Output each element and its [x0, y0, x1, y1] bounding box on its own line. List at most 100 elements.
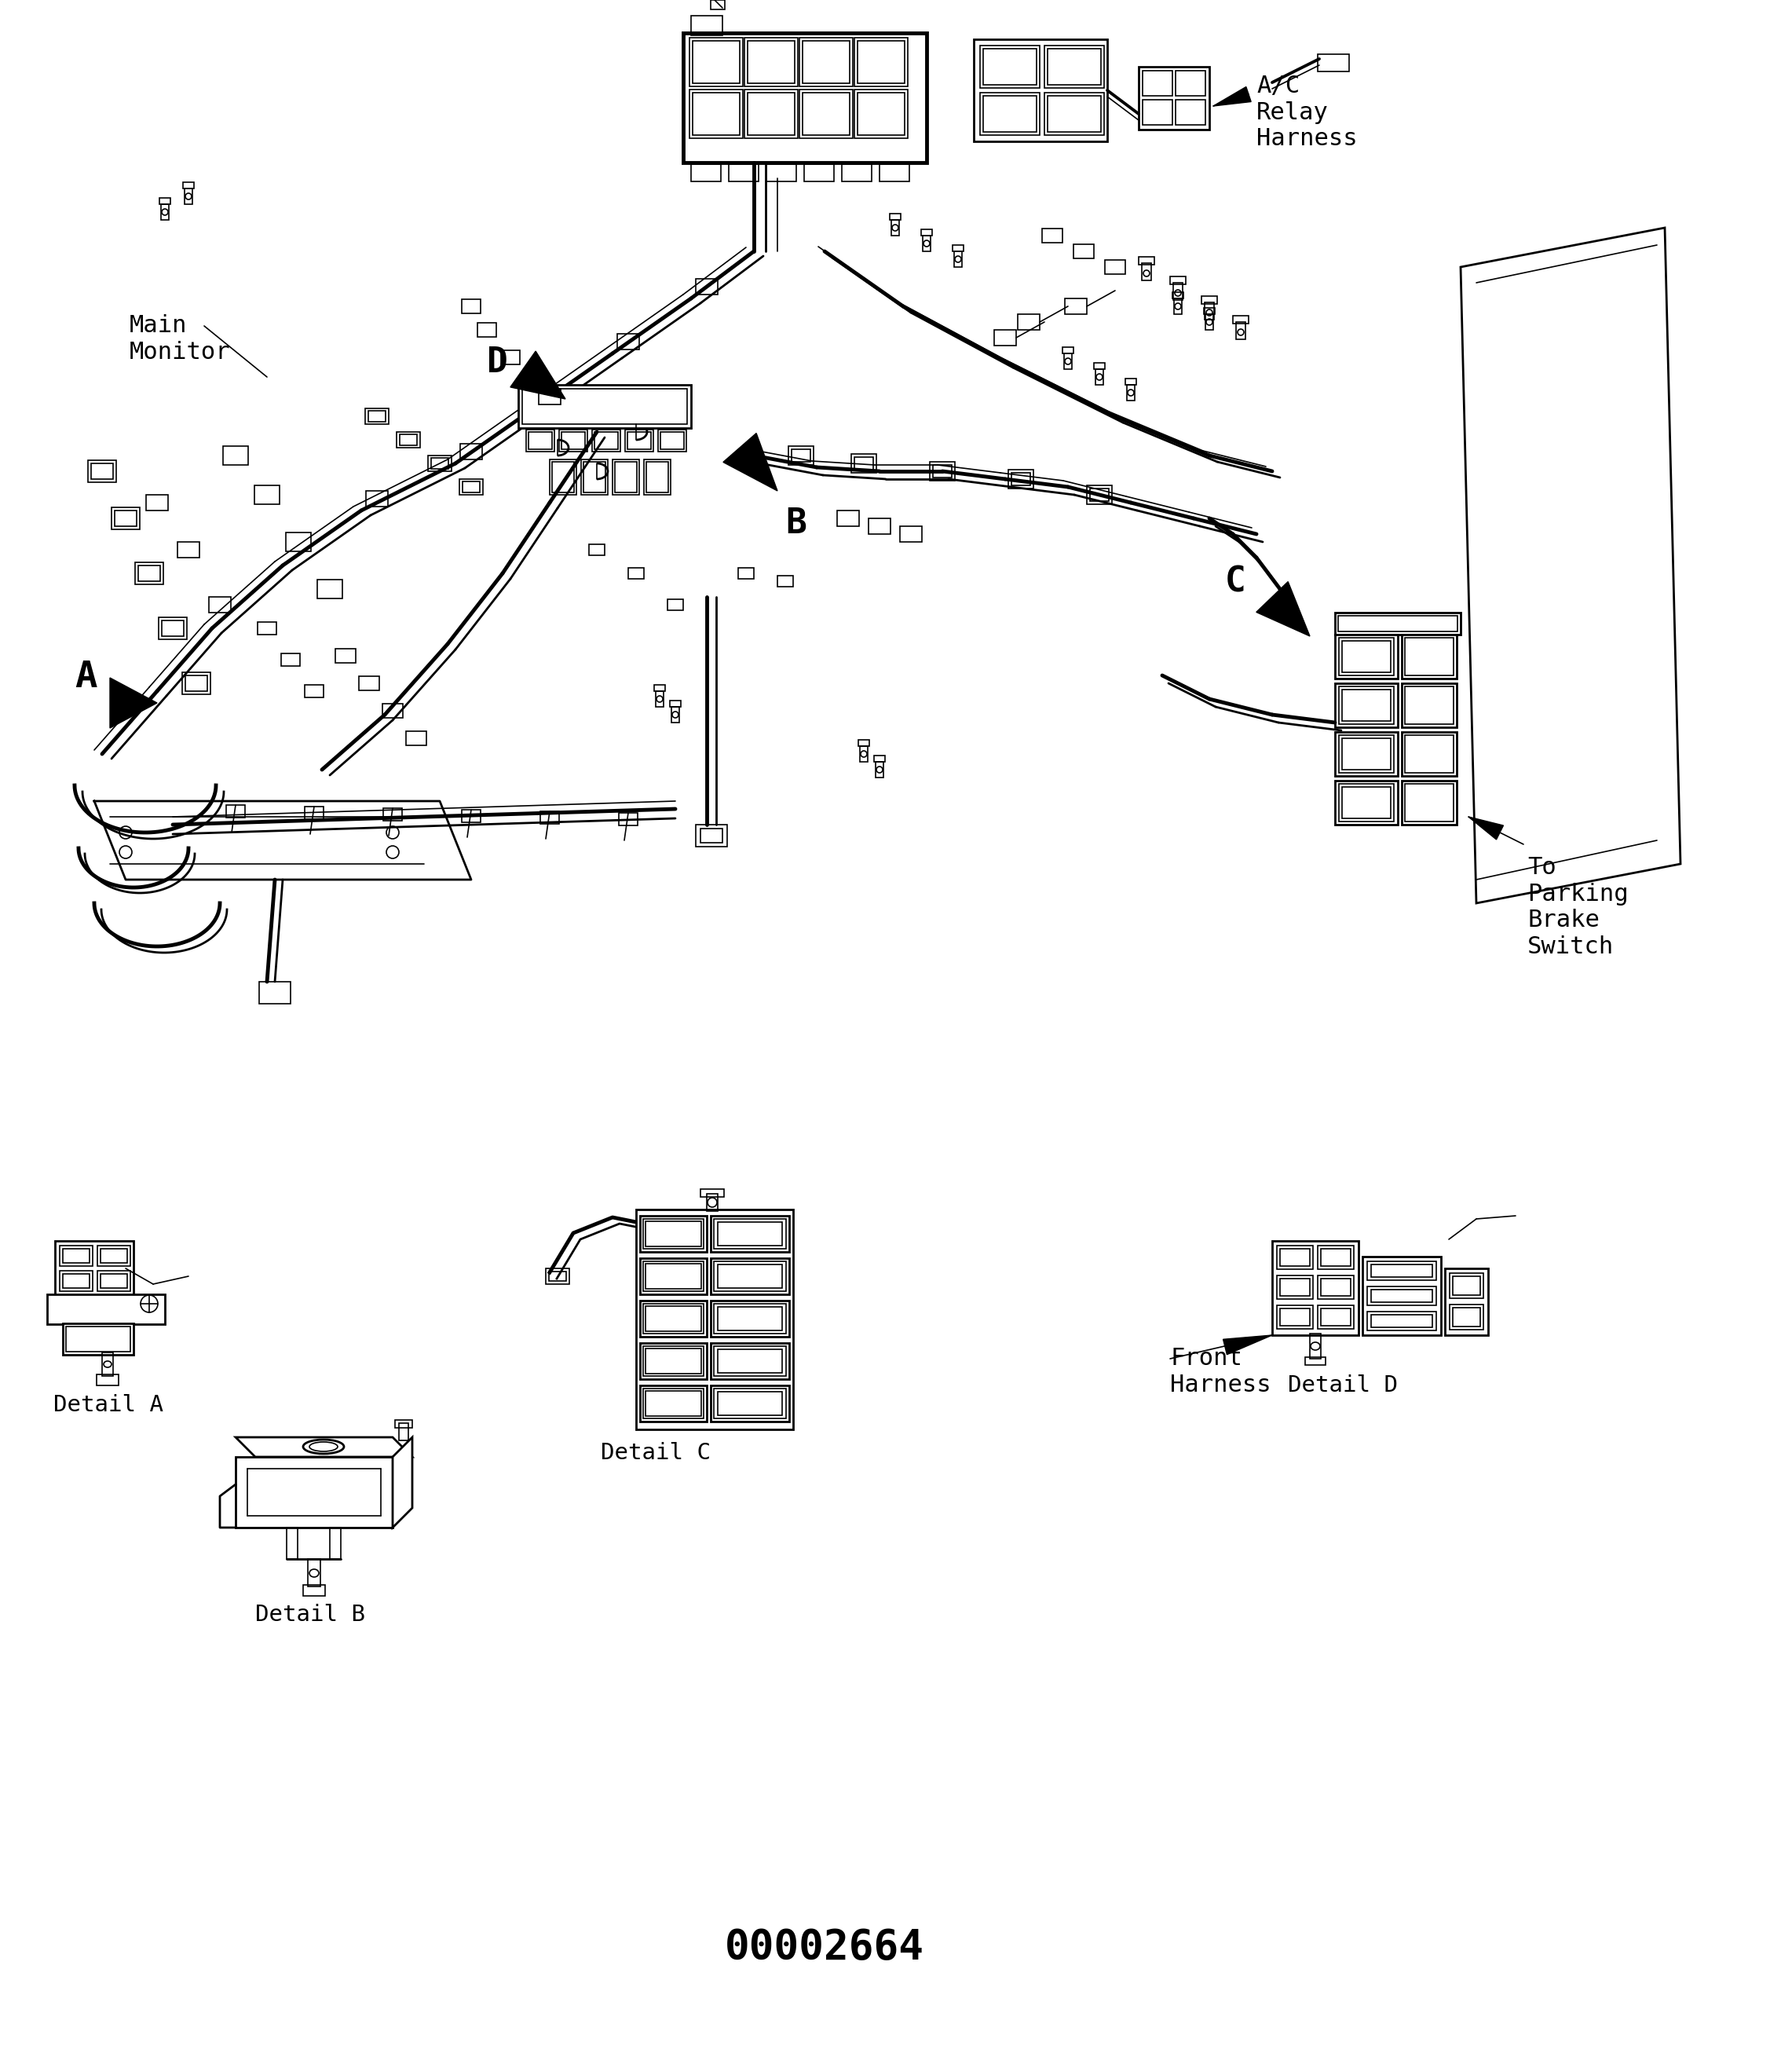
Bar	[900, 526, 921, 542]
Bar	[1401, 780, 1457, 825]
Bar	[305, 807, 324, 819]
Bar	[1090, 489, 1109, 501]
Bar	[183, 183, 194, 189]
Bar	[552, 462, 573, 493]
Bar	[1073, 244, 1093, 259]
Text: 00002664: 00002664	[724, 1928, 925, 1969]
Bar	[1045, 45, 1104, 88]
Bar	[91, 464, 113, 478]
Bar	[56, 1240, 133, 1295]
Text: Detail C: Detail C	[600, 1441, 711, 1464]
Bar	[719, 1222, 781, 1246]
Bar	[281, 653, 299, 665]
Bar	[1450, 1304, 1484, 1330]
Bar	[640, 1302, 706, 1337]
Bar	[63, 1248, 90, 1263]
Bar	[767, 164, 796, 181]
Text: Main
Monitor: Main Monitor	[129, 314, 231, 363]
Bar	[1278, 1246, 1314, 1269]
Bar	[1043, 228, 1063, 242]
Bar	[330, 1527, 340, 1558]
Bar	[428, 456, 452, 472]
Bar	[1405, 735, 1453, 772]
Bar	[185, 189, 192, 203]
Bar	[102, 1353, 113, 1376]
Bar	[400, 435, 418, 446]
Text: A/C
Relay
Harness: A/C Relay Harness	[1256, 74, 1358, 150]
Bar	[1321, 1308, 1351, 1326]
Bar	[1317, 1246, 1353, 1269]
Polygon shape	[235, 1458, 392, 1527]
Bar	[258, 622, 276, 634]
Bar	[921, 230, 932, 236]
Bar	[1342, 641, 1391, 671]
Bar	[695, 825, 728, 846]
Bar	[876, 762, 883, 778]
Bar	[161, 620, 185, 636]
Bar	[980, 45, 1039, 88]
Bar	[1174, 298, 1183, 314]
Bar	[889, 214, 901, 220]
Bar	[792, 450, 810, 462]
Bar	[1367, 1312, 1435, 1330]
Bar	[97, 1271, 131, 1291]
Bar	[1450, 1273, 1484, 1297]
Bar	[1317, 1306, 1353, 1328]
Bar	[645, 1306, 701, 1330]
Bar	[1172, 292, 1183, 298]
Bar	[1405, 686, 1453, 725]
Bar	[953, 250, 962, 267]
Bar	[1335, 612, 1460, 634]
Bar	[1142, 263, 1150, 281]
Bar	[713, 1347, 787, 1376]
Bar	[591, 429, 620, 452]
Bar	[1170, 277, 1186, 283]
Bar	[1339, 784, 1394, 821]
Bar	[719, 1265, 781, 1287]
Bar	[627, 431, 650, 450]
Bar	[1138, 257, 1154, 265]
Bar	[788, 446, 814, 464]
Bar	[711, 1343, 788, 1380]
Bar	[59, 1246, 93, 1267]
Bar	[1143, 70, 1172, 96]
Bar	[394, 1421, 412, 1427]
Bar	[1401, 634, 1457, 680]
Bar	[1342, 690, 1391, 721]
Bar	[1342, 739, 1391, 770]
Bar	[1405, 638, 1453, 675]
Bar	[1138, 68, 1210, 129]
Bar	[1086, 485, 1113, 505]
Polygon shape	[724, 433, 778, 491]
Bar	[1339, 638, 1394, 675]
Bar	[581, 460, 607, 495]
Bar	[643, 460, 670, 495]
Bar	[744, 37, 797, 86]
Bar	[1321, 1279, 1351, 1295]
Bar	[778, 575, 794, 587]
Bar	[658, 429, 686, 452]
Bar	[559, 429, 588, 452]
Bar	[973, 39, 1107, 142]
Bar	[1176, 101, 1206, 125]
Bar	[661, 431, 685, 450]
Bar	[1278, 1306, 1314, 1328]
Bar	[995, 331, 1016, 345]
Bar	[640, 1258, 706, 1293]
Bar	[529, 431, 552, 450]
Bar	[1335, 780, 1398, 825]
Polygon shape	[109, 677, 158, 729]
Bar	[953, 244, 964, 250]
Bar	[366, 409, 389, 425]
Bar	[984, 49, 1036, 84]
Bar	[185, 675, 208, 692]
Bar	[719, 1308, 781, 1330]
Bar	[643, 1388, 704, 1419]
Bar	[459, 478, 484, 495]
Bar	[643, 1304, 704, 1334]
Bar	[1342, 786, 1391, 819]
Bar	[747, 92, 794, 135]
Bar	[147, 495, 168, 511]
Bar	[260, 981, 290, 1004]
Polygon shape	[1213, 86, 1251, 107]
